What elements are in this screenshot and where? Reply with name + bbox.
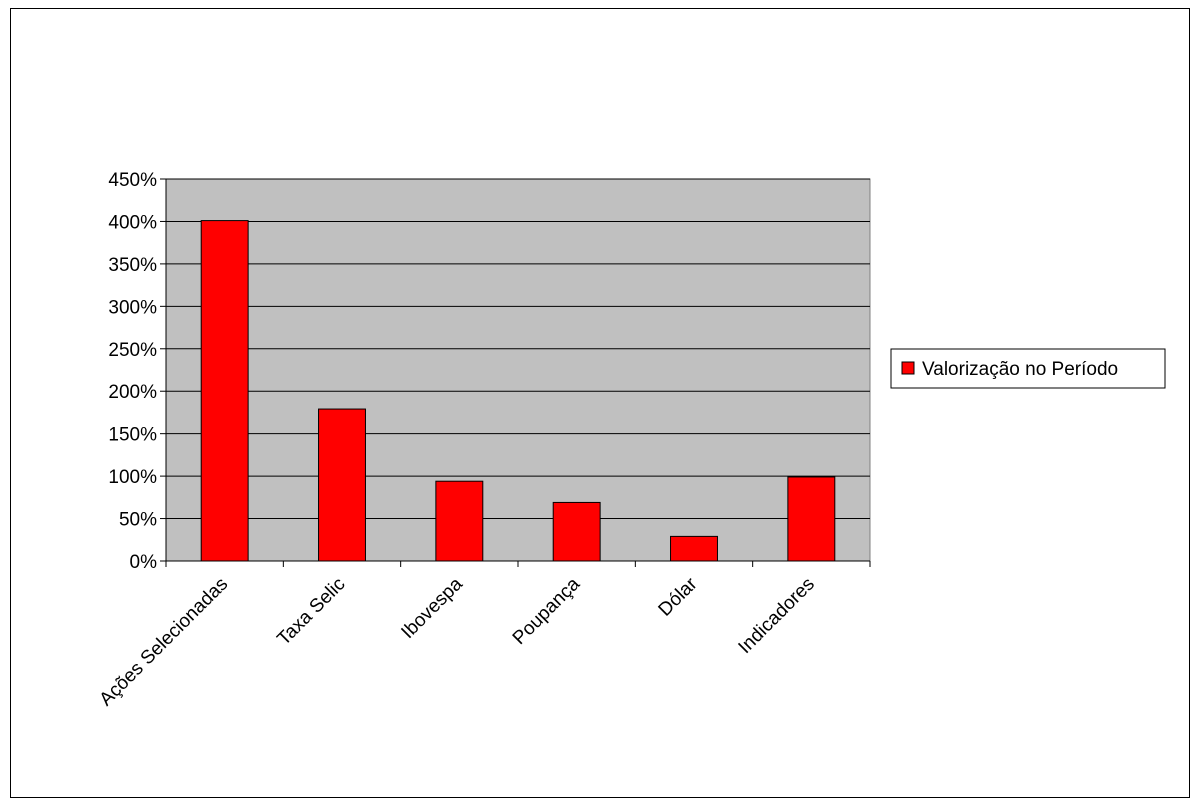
bar [670, 535, 718, 562]
x-tick-label: Indicadores [735, 574, 819, 658]
x-tick-label: Poupança [509, 573, 585, 649]
legend-label: Valorização no Período [922, 359, 1118, 380]
legend: Valorização no Período [890, 348, 1166, 389]
y-tick-label: 200% [108, 382, 157, 403]
x-tick-label: Dólar [655, 573, 702, 620]
bar [787, 476, 836, 562]
bars [200, 220, 836, 562]
x-axis-ticks: Ações Selecionadas Taxa Selic Ibovespa Poup… [96, 561, 871, 711]
y-tick-label: 300% [108, 297, 157, 318]
y-tick-label: 100% [108, 467, 157, 488]
bar [318, 408, 366, 562]
y-tick-label: 350% [108, 255, 157, 276]
bar [200, 220, 249, 562]
x-tick-label: Taxa Selic [273, 574, 349, 650]
plot-area [165, 178, 871, 562]
legend-box [890, 348, 1166, 389]
y-axis-ticks: 0% 50% 100% 150% 200% 250% 300% 350% 400% 450% [108, 170, 166, 573]
x-tick-label: Ibovespa [397, 573, 467, 643]
y-tick-label: 400% [108, 212, 157, 233]
x-tick-label: Ações Selecionadas [96, 574, 233, 711]
y-tick-label: 250% [108, 340, 157, 361]
y-tick-label: 50% [119, 510, 157, 531]
gridlines [166, 178, 870, 520]
y-tick-label: 0% [130, 552, 158, 573]
bar [435, 480, 484, 562]
legend-swatch [901, 361, 915, 375]
y-tick-label: 150% [108, 425, 157, 446]
y-tick-label: 450% [108, 170, 157, 191]
bar [552, 501, 601, 562]
